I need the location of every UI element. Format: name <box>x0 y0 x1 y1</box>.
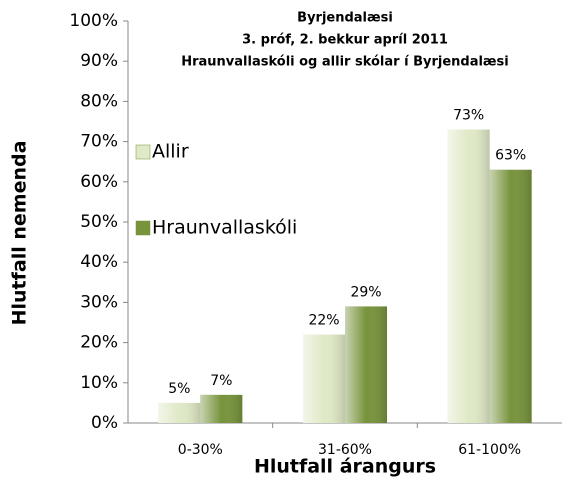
bar-shade <box>447 129 490 424</box>
legend-swatch <box>135 220 151 236</box>
chart-title: Byrjendalæsi <box>297 11 393 26</box>
x-axis-label: Hlutfall árangurs <box>254 456 436 478</box>
bar-shade <box>200 394 243 423</box>
y-axis-label: Hlutfall nemenda <box>9 141 31 326</box>
data-label: 63% <box>495 148 526 164</box>
bar-shade <box>303 334 345 423</box>
data-label: 7% <box>210 373 232 389</box>
y-tick-label: 20% <box>80 333 118 353</box>
chart-title: 3. próf, 2. bekkur apríl 2011 <box>242 33 448 48</box>
y-tick-label: 40% <box>80 252 118 272</box>
y-tick-label: 100% <box>69 11 118 31</box>
x-tick-label: 0-30% <box>178 442 223 458</box>
bar-shade <box>345 306 387 423</box>
data-label: 5% <box>168 381 190 397</box>
legend-swatch <box>135 144 151 160</box>
bar-shade <box>489 169 532 423</box>
y-tick-label: 50% <box>80 212 118 232</box>
y-tick-label: 10% <box>80 373 118 393</box>
x-tick-label: 61-100% <box>458 442 521 458</box>
y-tick-label: 60% <box>80 172 118 192</box>
data-label: 22% <box>308 313 339 329</box>
bar-shade <box>158 402 201 423</box>
y-tick-label: 30% <box>80 292 118 312</box>
data-label: 73% <box>453 108 484 124</box>
legend-label: Allir <box>152 141 189 163</box>
y-tick-label: 0% <box>91 413 118 433</box>
y-tick-label: 80% <box>80 91 118 111</box>
y-tick-label: 90% <box>80 51 118 71</box>
data-label: 29% <box>350 284 381 300</box>
chart-title: Hraunvallaskóli og allir skólar í Byrjen… <box>181 55 509 70</box>
y-tick-label: 70% <box>80 132 118 152</box>
legend-label: Hraunvallaskóli <box>152 217 297 239</box>
x-tick-label: 31-60% <box>318 442 372 458</box>
